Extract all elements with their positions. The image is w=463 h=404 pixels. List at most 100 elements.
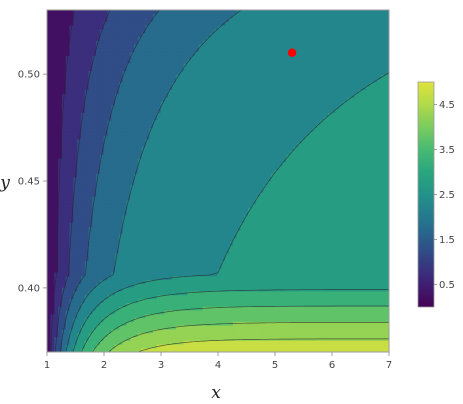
contour-cell [202,78,207,83]
contour-cell [244,268,249,273]
contour-cell [130,328,135,334]
contour-cell [80,230,86,235]
contour-cell [244,13,249,18]
contour-cell [58,10,63,15]
contour-cell [198,336,204,341]
contour-cell [141,283,147,288]
contour-cell [164,138,169,144]
contour-cell [183,40,188,45]
contour-cell [175,298,181,303]
contour-cell [84,28,90,34]
contour-cell [92,211,97,216]
contour-cell [164,317,169,322]
contour-cell [115,59,120,64]
contour-cell [77,157,82,163]
contour-cell [172,157,177,163]
contour-cell [221,287,226,292]
contour-cell [202,294,207,300]
contour-cell [88,97,93,102]
contour-cell [115,279,120,284]
contour-cell [50,260,55,265]
contour-cell [69,260,74,265]
contour-cell [69,199,74,205]
contour-cell [164,173,169,178]
contour-cell [73,275,78,281]
contour-cell [153,328,158,334]
contour-cell [92,192,97,197]
contour-cell [111,104,116,110]
contour-cell [126,36,131,41]
contour-cell [221,340,226,345]
contour-cell [65,268,71,273]
contour-cell [61,245,67,250]
contour-cell [96,211,101,216]
contour-cell [96,218,101,224]
contour-cell [221,161,226,167]
contour-cell [96,100,101,106]
contour-cell [77,222,82,227]
contour-cell [137,184,143,189]
contour-cell [58,279,63,284]
contour-cell [130,298,135,303]
contour-cell [84,127,90,132]
contour-cell [88,169,93,174]
contour-cell [61,313,67,319]
contour-cell [134,245,139,250]
contour-cell [175,127,181,132]
contour-cell [111,47,116,53]
contour-cell [65,112,71,117]
contour-cell [61,275,67,281]
contour-cell [107,36,112,41]
contour-cell [248,344,253,349]
contour-cell [141,123,147,129]
contour-cell [141,268,147,273]
contour-cell [160,81,166,87]
contour-cell [198,32,204,37]
contour-cell [164,275,169,281]
contour-cell [156,317,162,322]
contour-cell [126,298,131,303]
contour-cell [240,89,245,94]
contour-cell [122,10,128,15]
contour-cell [221,150,226,155]
contour-cell [50,169,55,174]
contour-cell [164,268,169,273]
contour-cell [122,138,128,144]
contour-cell [183,214,188,220]
contour-cell [58,317,63,322]
contour-cell [130,192,135,197]
contour-cell [210,283,215,288]
contour-cell [172,78,177,83]
contour-cell [122,245,128,250]
contour-cell [103,287,109,292]
contour-cell [191,43,196,49]
contour-cell [50,173,55,178]
contour-cell [80,321,86,326]
contour-cell [217,43,223,49]
contour-cell [126,283,131,288]
contour-cell [88,180,93,186]
contour-cell [92,188,97,193]
contour-cell [210,332,215,338]
contour-cell [58,97,63,102]
contour-cell [179,214,185,220]
contour-cell [92,74,97,79]
contour-cell [191,131,196,136]
contour-cell [179,47,185,53]
contour-cell [69,119,74,125]
contour-cell [107,287,112,292]
contour-cell [240,150,245,155]
contour-cell [175,302,181,307]
contour-cell [225,211,230,216]
contour-cell [217,104,223,110]
contour-cell [172,66,177,72]
contour-cell [99,165,105,170]
contour-cell [88,32,93,37]
contour-cell [217,180,223,186]
contour-cell [103,24,109,30]
contour-cell [248,313,253,319]
contour-cell [183,104,188,110]
contour-cell [149,344,154,349]
contour-cell [202,24,207,30]
contour-cell [156,283,162,288]
